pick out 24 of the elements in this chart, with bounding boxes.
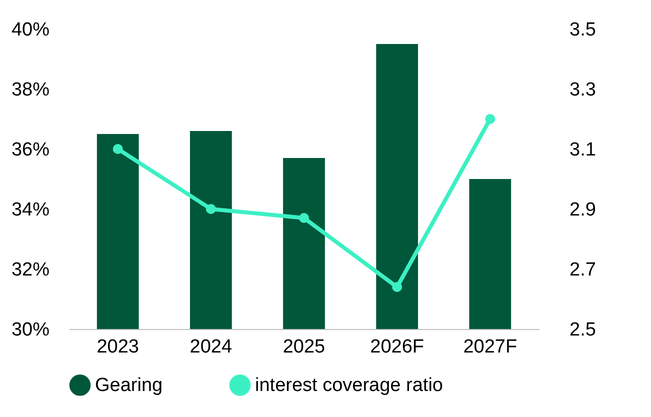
point (392, 282, 402, 292)
y2-tick-label: 3.1 (570, 140, 596, 160)
point (206, 204, 216, 214)
legend-label: interest coverage ratio (255, 375, 443, 396)
y2-tick-label: 3.3 (570, 80, 596, 100)
y-tick-label: 36% (11, 140, 50, 160)
y2-tick-label: 3.5 (570, 20, 596, 40)
y-tick-label: 30% (11, 320, 50, 340)
point (485, 114, 496, 124)
legend-label: Gearing (95, 375, 163, 396)
y-tick-label: 38% (11, 80, 50, 100)
x-tick-label: 2024 (190, 336, 232, 358)
x-tick-label: 2023 (96, 336, 139, 358)
y-tick-label: 32% (11, 260, 50, 280)
y2-tick-label: 2.9 (570, 200, 596, 220)
x-tick-label: 2027F (463, 336, 518, 358)
y-tick-label: 34% (11, 200, 50, 220)
point (299, 213, 309, 223)
x-tick-label: 2026F (370, 336, 424, 358)
x-tick-label: 2025 (282, 336, 326, 358)
y-tick-label: 40% (11, 20, 50, 40)
point (112, 144, 123, 154)
y2-tick-label: 2.5 (570, 320, 596, 340)
y2-tick-label: 2.7 (570, 260, 596, 280)
